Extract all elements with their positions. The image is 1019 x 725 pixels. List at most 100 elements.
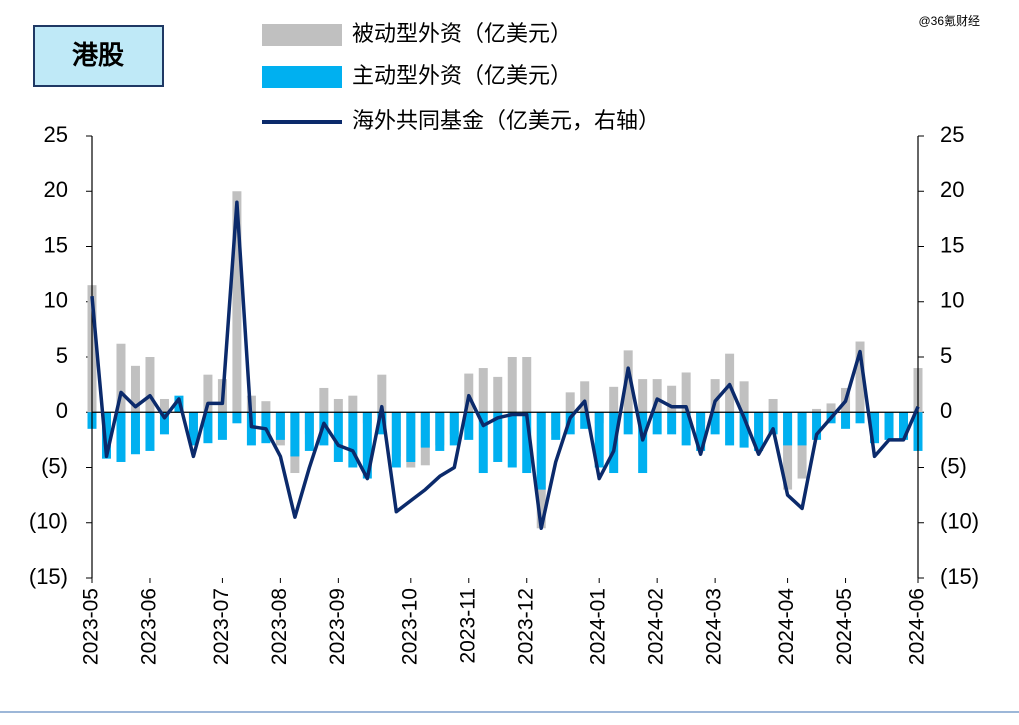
y-tick-label: 5 bbox=[56, 343, 68, 368]
bar bbox=[884, 412, 894, 440]
bar bbox=[638, 412, 648, 474]
x-tick-label: 2024-03 bbox=[703, 588, 726, 665]
bar bbox=[580, 412, 590, 429]
bar bbox=[710, 379, 720, 413]
bar bbox=[159, 412, 169, 435]
y-tick-label: 20 bbox=[44, 177, 68, 202]
bar bbox=[478, 412, 488, 474]
legend-label: 海外共同基金（亿美元，右轴） bbox=[352, 108, 660, 133]
bar bbox=[101, 412, 111, 459]
bar bbox=[623, 412, 633, 435]
bar bbox=[855, 341, 865, 413]
bar bbox=[623, 350, 633, 413]
bar bbox=[246, 412, 256, 446]
bar bbox=[681, 412, 691, 446]
x-tick-label: 2024-05 bbox=[833, 588, 856, 665]
bar bbox=[232, 191, 242, 413]
line bbox=[90, 200, 920, 531]
bar bbox=[261, 401, 271, 413]
bar bbox=[232, 412, 242, 424]
bar bbox=[522, 412, 532, 474]
y2-tick-label: 10 bbox=[940, 288, 964, 313]
bar bbox=[812, 412, 822, 440]
bar bbox=[449, 412, 459, 446]
bar bbox=[319, 387, 329, 413]
bar bbox=[116, 343, 126, 413]
bar bbox=[348, 412, 358, 468]
bar bbox=[275, 412, 285, 440]
bar bbox=[435, 412, 445, 451]
bar bbox=[826, 403, 836, 413]
legend-label: 被动型外资（亿美元） bbox=[352, 21, 572, 46]
bar bbox=[507, 357, 517, 413]
bar bbox=[217, 412, 227, 440]
bar bbox=[377, 412, 387, 435]
x-tick-label: 2023-07 bbox=[210, 588, 233, 665]
y2-tick-label: 15 bbox=[940, 232, 964, 257]
bar bbox=[464, 373, 474, 413]
bar bbox=[507, 412, 517, 468]
y-tick-label: 0 bbox=[56, 398, 68, 423]
bar bbox=[783, 412, 793, 446]
bar bbox=[710, 412, 720, 435]
watermark: @36氪财经 bbox=[918, 13, 980, 28]
bar bbox=[652, 379, 662, 413]
bar bbox=[188, 412, 198, 446]
bar bbox=[551, 412, 561, 440]
bar bbox=[304, 412, 314, 451]
x-tick-label: 2024-04 bbox=[775, 588, 798, 665]
bar bbox=[870, 412, 880, 444]
bar bbox=[681, 372, 691, 413]
bar bbox=[768, 412, 778, 435]
bar bbox=[464, 412, 474, 440]
bar bbox=[420, 412, 430, 448]
y2-tick-label: (15) bbox=[940, 564, 979, 589]
bar bbox=[362, 412, 372, 479]
x-tick-label: 2023-10 bbox=[398, 588, 421, 665]
y-tick-label: 25 bbox=[44, 122, 68, 147]
bar bbox=[536, 412, 546, 490]
y-tick-label: (15) bbox=[29, 564, 68, 589]
bar bbox=[768, 398, 778, 413]
bar bbox=[754, 412, 764, 451]
bar bbox=[333, 398, 343, 413]
y2-tick-label: 20 bbox=[940, 177, 964, 202]
y2-tick-label: 0 bbox=[940, 398, 952, 423]
bar bbox=[739, 381, 749, 413]
bar bbox=[739, 412, 749, 448]
bar bbox=[377, 374, 387, 413]
bar bbox=[725, 412, 735, 446]
bar bbox=[145, 412, 155, 451]
bar bbox=[652, 412, 662, 435]
chart-title: 港股 bbox=[72, 40, 124, 70]
bar bbox=[290, 412, 300, 457]
x-tick-label: 2023-06 bbox=[138, 588, 161, 665]
bar bbox=[667, 385, 677, 413]
x-tick-label: 2023-09 bbox=[326, 588, 349, 665]
bar bbox=[493, 376, 503, 413]
y-tick-label: (5) bbox=[41, 453, 68, 478]
x-tick-label: 2024-06 bbox=[906, 588, 929, 665]
y-tick-label: (10) bbox=[29, 509, 68, 534]
bar bbox=[130, 412, 140, 455]
bar bbox=[580, 381, 590, 413]
bar bbox=[855, 412, 865, 424]
legend-label: 主动型外资（亿美元） bbox=[352, 63, 572, 88]
x-tick-label: 2024-02 bbox=[645, 588, 668, 665]
bar bbox=[899, 412, 909, 440]
bar bbox=[116, 412, 126, 462]
y-tick-label: 15 bbox=[44, 232, 68, 257]
bar bbox=[594, 412, 604, 468]
bar bbox=[797, 412, 807, 446]
bar bbox=[348, 395, 358, 413]
x-tick-label: 2023-12 bbox=[514, 588, 537, 665]
y2-tick-label: 25 bbox=[940, 122, 964, 147]
legend-swatch bbox=[262, 24, 342, 46]
bar bbox=[145, 357, 155, 413]
bar bbox=[696, 412, 706, 451]
bar bbox=[159, 398, 169, 413]
bar bbox=[667, 412, 677, 435]
y2-tick-label: 5 bbox=[940, 343, 952, 368]
bar bbox=[333, 412, 343, 462]
